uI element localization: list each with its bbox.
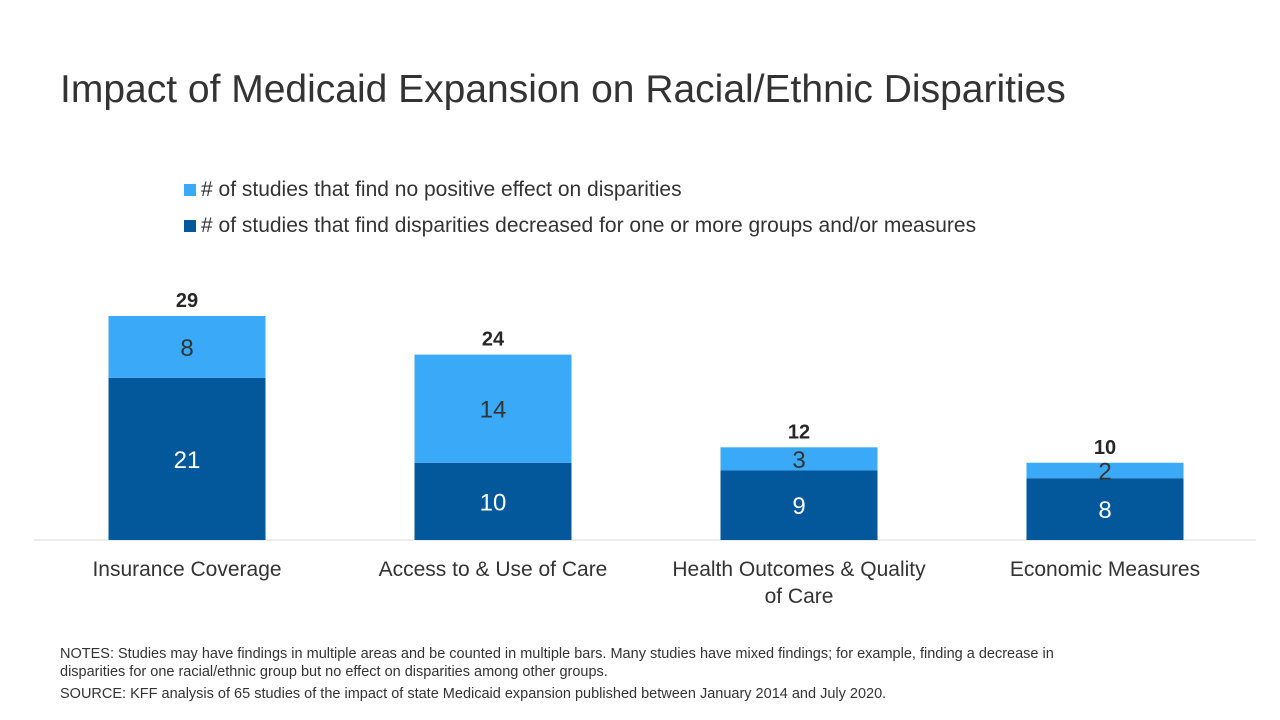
chart-title: Impact of Medicaid Expansion on Racial/E… bbox=[60, 68, 1066, 111]
legend-swatch-no-effect bbox=[184, 184, 196, 196]
category-label-0: Insurance Coverage bbox=[92, 558, 281, 581]
total-label-3: 10 bbox=[1094, 437, 1116, 459]
bar-no-effect-3 bbox=[1026, 462, 1184, 479]
data-label-no-effect-0: 8 bbox=[180, 335, 193, 362]
chart-notes: NOTES: Studies may have findings in mult… bbox=[60, 646, 1054, 680]
legend-item-decreased: # of studies that find disparities decre… bbox=[184, 214, 976, 238]
data-label-no-effect-1: 14 bbox=[480, 397, 507, 424]
legend-swatch-decreased bbox=[184, 220, 196, 232]
bar-no-effect-0 bbox=[108, 316, 266, 378]
data-label-no-effect-2: 3 bbox=[792, 447, 805, 474]
legend-label-no-effect: # of studies that find no positive effec… bbox=[201, 178, 682, 201]
legend: # of studies that find no positive effec… bbox=[184, 178, 976, 250]
bar-decreased-1 bbox=[414, 462, 572, 540]
data-label-decreased-3: 8 bbox=[1098, 497, 1111, 524]
total-label-0: 29 bbox=[176, 290, 198, 312]
bar-decreased-2 bbox=[720, 470, 878, 540]
total-label-2: 12 bbox=[788, 421, 810, 443]
category-label-2-line2: of Care bbox=[765, 585, 834, 608]
data-label-decreased-0: 21 bbox=[174, 447, 201, 474]
bar-no-effect-1 bbox=[414, 354, 572, 463]
bar-decreased-3 bbox=[1026, 478, 1184, 540]
legend-item-no-effect: # of studies that find no positive effec… bbox=[184, 178, 976, 202]
chart-source: SOURCE: KFF analysis of 65 studies of th… bbox=[60, 686, 887, 702]
total-label-1: 24 bbox=[482, 329, 505, 351]
bar-no-effect-2 bbox=[720, 447, 878, 471]
data-label-decreased-2: 9 bbox=[792, 493, 805, 520]
data-label-decreased-1: 10 bbox=[480, 489, 507, 516]
bar-decreased-0 bbox=[108, 377, 266, 540]
category-label-2: Health Outcomes & Quality bbox=[672, 558, 926, 581]
legend-label-decreased: # of studies that find disparities decre… bbox=[201, 214, 977, 237]
category-label-3: Economic Measures bbox=[1010, 558, 1200, 581]
data-label-no-effect-3: 2 bbox=[1098, 458, 1111, 485]
category-label-1: Access to & Use of Care bbox=[379, 558, 608, 581]
